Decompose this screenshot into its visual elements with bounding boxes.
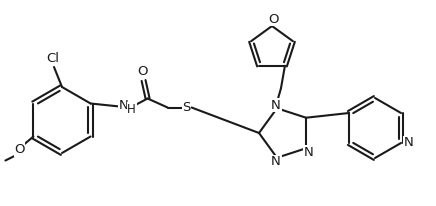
Text: Cl: Cl	[47, 52, 59, 64]
Text: S: S	[182, 101, 191, 114]
Text: O: O	[14, 143, 25, 156]
Text: N: N	[271, 99, 281, 112]
Text: N: N	[404, 137, 414, 150]
Text: N: N	[304, 146, 314, 159]
Text: H: H	[127, 103, 136, 116]
Text: N: N	[271, 155, 281, 168]
Text: O: O	[268, 13, 278, 26]
Text: N: N	[119, 99, 129, 112]
Text: O: O	[137, 65, 148, 78]
